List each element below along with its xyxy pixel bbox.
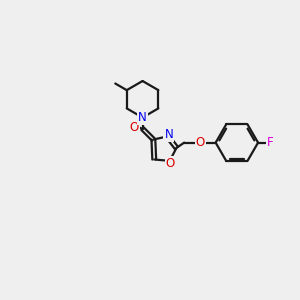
Text: N: N [164, 128, 173, 141]
Text: O: O [196, 136, 205, 149]
Text: N: N [138, 111, 147, 124]
Text: O: O [166, 157, 175, 170]
Text: O: O [130, 121, 139, 134]
Text: F: F [267, 136, 274, 149]
Text: N: N [138, 111, 147, 124]
